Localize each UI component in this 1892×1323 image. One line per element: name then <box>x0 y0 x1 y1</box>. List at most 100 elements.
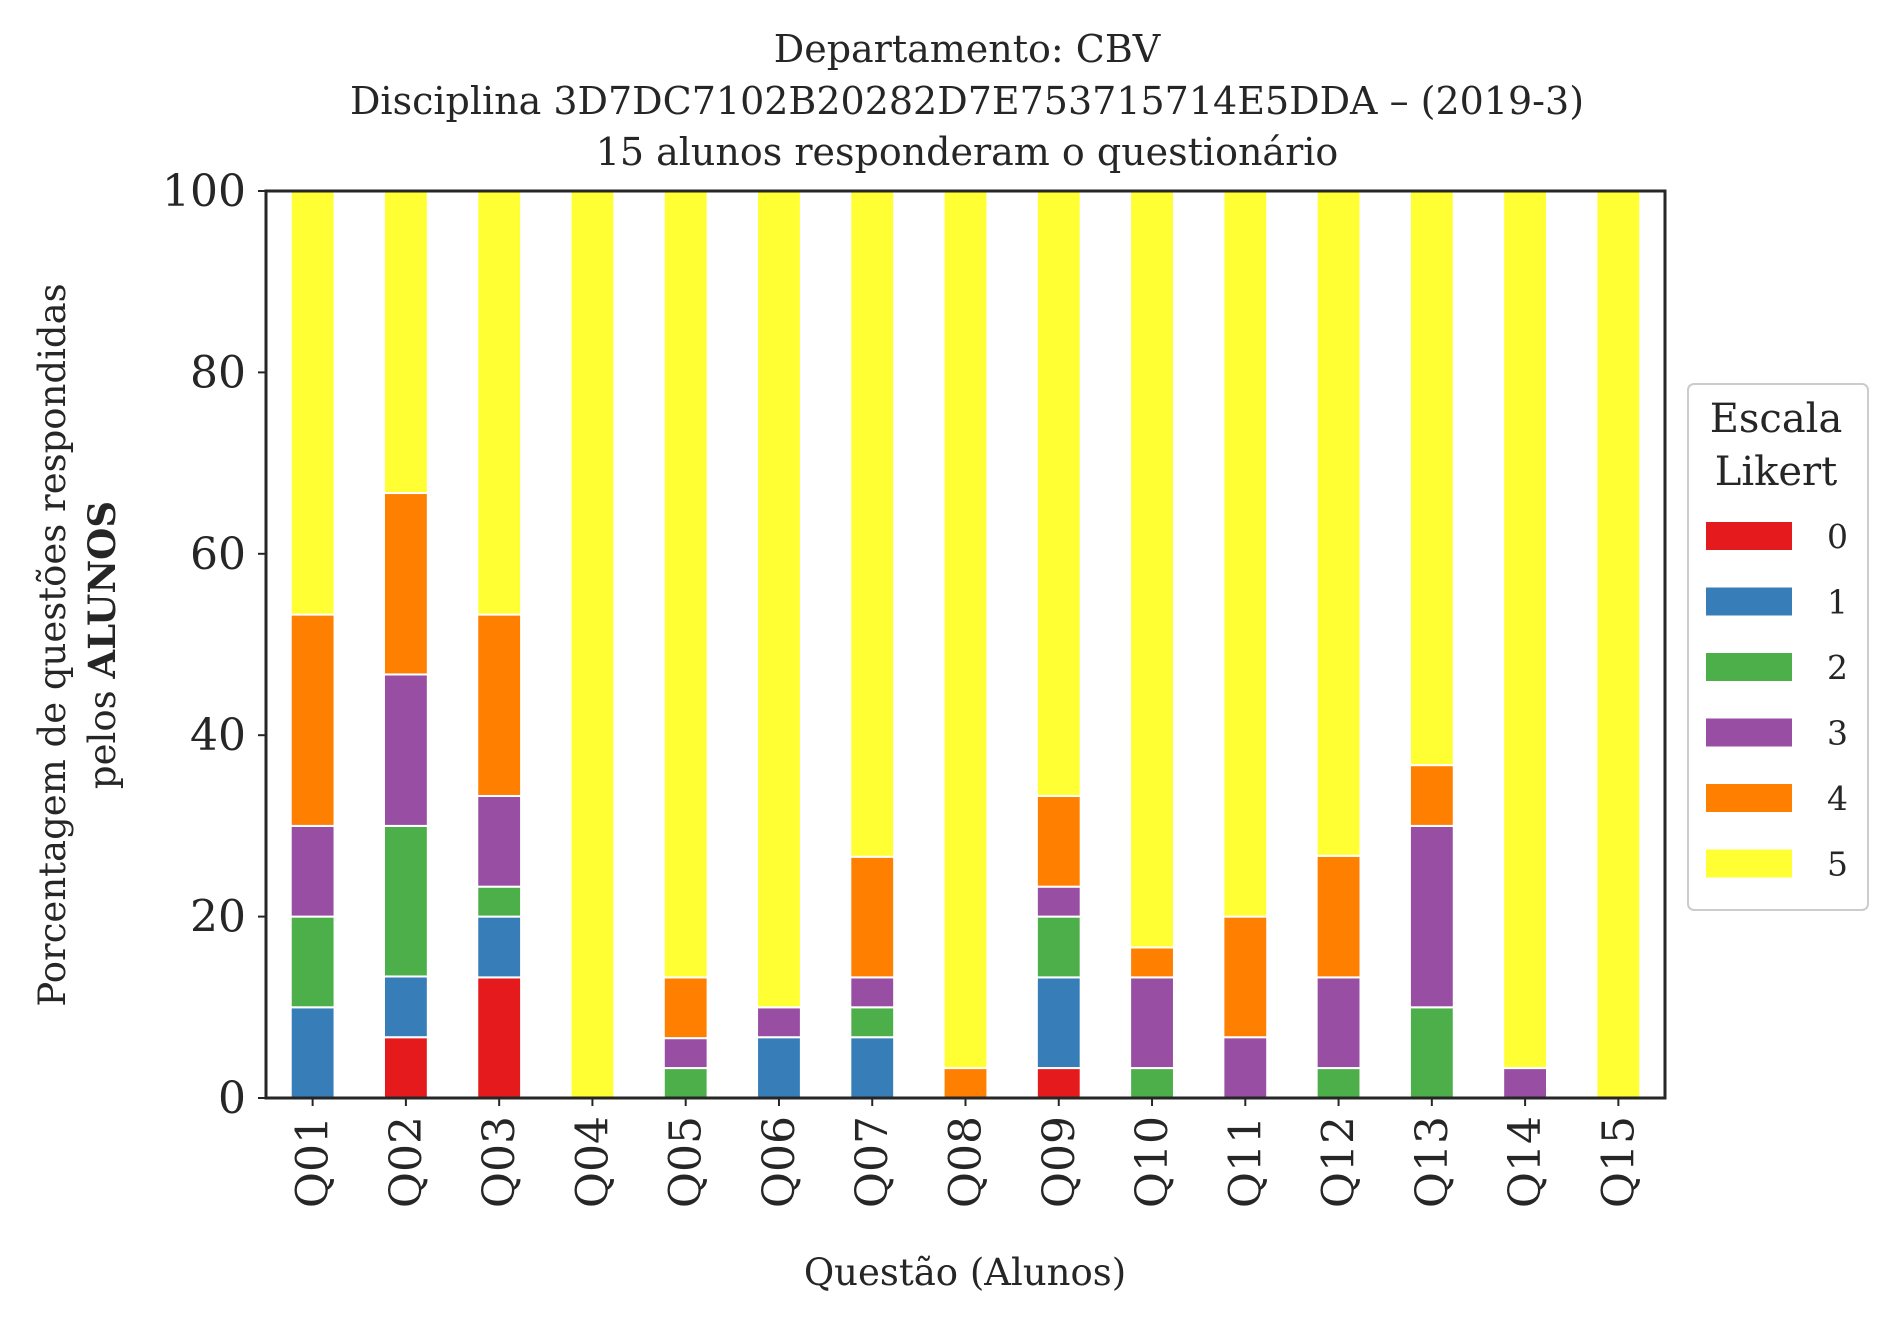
legend-label-4: 4 <box>1827 779 1848 818</box>
bar-segment-q04-likert-5 <box>569 190 616 1099</box>
bar-segment-q11-likert-3 <box>1222 1036 1269 1099</box>
bar-segment-q07-likert-2 <box>849 1006 896 1039</box>
bars-layer <box>289 190 1642 1099</box>
x-tick-label-q04: Q04 <box>567 1116 618 1208</box>
bar-segment-q09-likert-5 <box>1035 190 1082 797</box>
bar-segment-q05-likert-3 <box>662 1037 709 1070</box>
bar-segment-q14-likert-5 <box>1502 190 1549 1070</box>
x-tick-label-q01: Q01 <box>288 1116 339 1208</box>
bar-segment-q10-likert-3 <box>1129 976 1175 1070</box>
legend-title-line-1: Escala <box>1710 396 1843 442</box>
y-axis-label-line-1: Porcentagem de questões respondidas <box>31 283 74 1006</box>
bar-segment-q08-likert-4 <box>942 1067 989 1099</box>
plot-frame <box>264 189 1667 1100</box>
bar-segment-q06-likert-5 <box>756 190 802 1009</box>
legend-items: 0 1 2 3 4 5 <box>1706 517 1848 884</box>
bar-segment-q12-likert-2 <box>1315 1067 1362 1099</box>
legend-swatch-2 <box>1706 653 1792 681</box>
x-tick-label-q13: Q13 <box>1407 1116 1458 1208</box>
bar-segment-q01-likert-3 <box>289 824 336 918</box>
x-tick-label-q10: Q10 <box>1127 1116 1178 1208</box>
y-axis-label-line-2: pelos ALUNOS <box>80 501 124 789</box>
legend-label-0: 0 <box>1827 517 1848 556</box>
y-tick-label: 0 <box>218 1073 246 1124</box>
bar-segment-q01-likert-4 <box>289 613 336 827</box>
bar-segment-q08-likert-5 <box>942 190 989 1070</box>
bar-segment-q02-likert-0 <box>382 1036 429 1099</box>
legend-title-line-2: Likert <box>1715 449 1837 495</box>
bar-segment-q02-likert-3 <box>382 673 429 827</box>
bar-segment-q13-likert-4 <box>1408 764 1455 827</box>
bar-segment-q07-likert-5 <box>849 190 896 858</box>
legend-label-5: 5 <box>1827 845 1848 884</box>
bar-segment-q01-likert-1 <box>289 1006 336 1099</box>
bar-segment-q03-likert-3 <box>476 794 523 888</box>
bar-segment-q15-likert-5 <box>1595 190 1642 1099</box>
y-tick-label: 60 <box>190 529 246 580</box>
x-tick-label-q05: Q05 <box>661 1116 712 1208</box>
x-tick-label-q12: Q12 <box>1314 1116 1365 1208</box>
bar-segment-q05-likert-4 <box>662 976 709 1040</box>
bar-segment-q12-likert-3 <box>1315 976 1362 1070</box>
x-tick-label-q15: Q15 <box>1593 1116 1644 1208</box>
legend-label-3: 3 <box>1827 714 1848 753</box>
bar-segment-q13-likert-3 <box>1408 824 1455 1009</box>
y-tick-label: 100 <box>162 166 246 217</box>
x-tick-label-q11: Q11 <box>1220 1116 1271 1208</box>
bar-segment-q06-likert-3 <box>756 1006 802 1039</box>
bar-segment-q10-likert-5 <box>1129 190 1175 949</box>
legend-swatch-3 <box>1706 718 1792 747</box>
bar-segment-q07-likert-1 <box>849 1036 896 1099</box>
bar-segment-q05-likert-5 <box>662 190 709 979</box>
x-tick-label-q14: Q14 <box>1500 1116 1551 1208</box>
bar-segment-q02-likert-5 <box>382 190 429 495</box>
bar-segment-q10-likert-2 <box>1129 1067 1175 1099</box>
bar-segment-q11-likert-4 <box>1222 915 1269 1039</box>
x-axis-ticks: Q01 Q02 Q03 Q04 Q05 Q06 Q07 Q08 Q09 Q10 Q11 Q12 Q13 Q… <box>288 1098 1644 1208</box>
bar-segment-q09-likert-3 <box>1035 885 1082 918</box>
bar-segment-q11-likert-5 <box>1222 190 1269 918</box>
bar-segment-q07-likert-4 <box>849 855 896 979</box>
x-tick-label-q08: Q08 <box>941 1116 992 1208</box>
bar-segment-q03-likert-1 <box>476 915 523 979</box>
legend-swatch-5 <box>1706 849 1792 878</box>
x-tick-label-q09: Q09 <box>1034 1116 1085 1208</box>
y-tick-label: 80 <box>190 347 246 398</box>
bar-segment-q14-likert-3 <box>1502 1067 1549 1099</box>
legend-label-2: 2 <box>1827 648 1848 687</box>
y-axis-label-line-2-normal: pelos <box>81 679 124 789</box>
bar-segment-q03-likert-4 <box>476 613 523 797</box>
bar-segment-q09-likert-1 <box>1035 976 1082 1070</box>
x-tick-label-q02: Q02 <box>381 1116 432 1208</box>
bar-segment-q02-likert-2 <box>382 824 429 978</box>
bar-segment-q12-likert-5 <box>1315 190 1362 857</box>
bar-segment-q03-likert-0 <box>476 976 523 1099</box>
bar-segment-q12-likert-4 <box>1315 854 1362 979</box>
x-axis-label: Questão (Alunos) <box>804 1251 1126 1294</box>
chart-title: Departamento: CBV Disciplina 3D7DC7102B2… <box>350 27 1584 174</box>
legend-frame <box>1687 383 1869 911</box>
bar-segment-q13-likert-2 <box>1408 1006 1455 1099</box>
bar-segment-q09-likert-4 <box>1035 794 1082 888</box>
chart-title-line-1: Departamento: CBV <box>774 27 1161 71</box>
bar-segment-q01-likert-5 <box>289 190 336 616</box>
legend-label-1: 1 <box>1827 583 1848 622</box>
bar-segment-q03-likert-2 <box>476 885 523 918</box>
bar-segment-q02-likert-4 <box>382 492 429 676</box>
bar-segment-q03-likert-5 <box>476 190 523 616</box>
bar-segment-q10-likert-4 <box>1129 946 1175 979</box>
legend-swatch-4 <box>1706 784 1792 812</box>
y-tick-label: 20 <box>190 892 246 943</box>
bar-segment-q02-likert-1 <box>382 975 429 1039</box>
bar-segment-q07-likert-3 <box>849 976 896 1009</box>
x-tick-label-q03: Q03 <box>474 1116 525 1208</box>
bar-segment-q13-likert-5 <box>1408 190 1455 767</box>
bar-segment-q09-likert-0 <box>1035 1067 1082 1099</box>
y-axis-label: Porcentagem de questões respondidas pelo… <box>31 283 124 1006</box>
y-axis-ticks: 0 20 40 60 80 100 <box>162 166 266 1124</box>
bar-segment-q01-likert-2 <box>289 915 336 1009</box>
bar-segment-q09-likert-2 <box>1035 915 1082 979</box>
bar-segment-q05-likert-2 <box>662 1067 709 1099</box>
legend: Escala Likert 0 1 2 3 4 5 <box>1687 383 1869 911</box>
